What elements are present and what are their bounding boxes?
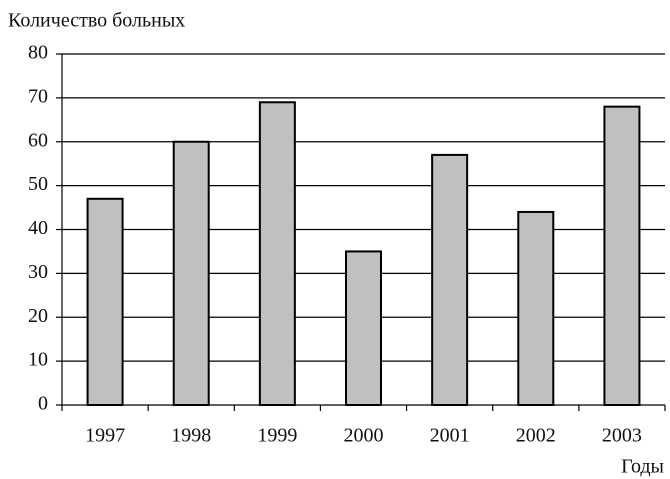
y-tick-label: 20: [28, 305, 48, 327]
bar: [517, 210, 555, 406]
x-tick-label: 2002: [516, 425, 556, 447]
y-tick-label: 0: [38, 393, 48, 415]
y-tick-label: 10: [28, 349, 48, 371]
y-tick-label: 80: [28, 42, 48, 64]
bar: [172, 140, 210, 406]
y-tick-label: 60: [28, 129, 48, 151]
x-tick-label: 1999: [257, 425, 297, 447]
x-tick-label: 1998: [171, 425, 211, 447]
y-tick-label: 70: [28, 85, 48, 107]
bar: [603, 105, 641, 407]
x-tick-label: 2001: [430, 425, 470, 447]
x-tick-label: 2000: [344, 425, 384, 447]
bar: [86, 197, 124, 406]
y-tick-label: 50: [28, 173, 48, 195]
bar: [258, 101, 296, 406]
bar: [345, 250, 382, 406]
x-tick-label: 1997: [85, 425, 125, 447]
bar: [431, 153, 469, 406]
y-tick-label: 40: [28, 217, 48, 239]
x-axis-label: Годы: [621, 456, 664, 478]
y-axis-label: Количество больных: [8, 10, 185, 32]
x-tick-label: 2003: [602, 425, 642, 447]
y-tick-label: 30: [28, 261, 48, 283]
